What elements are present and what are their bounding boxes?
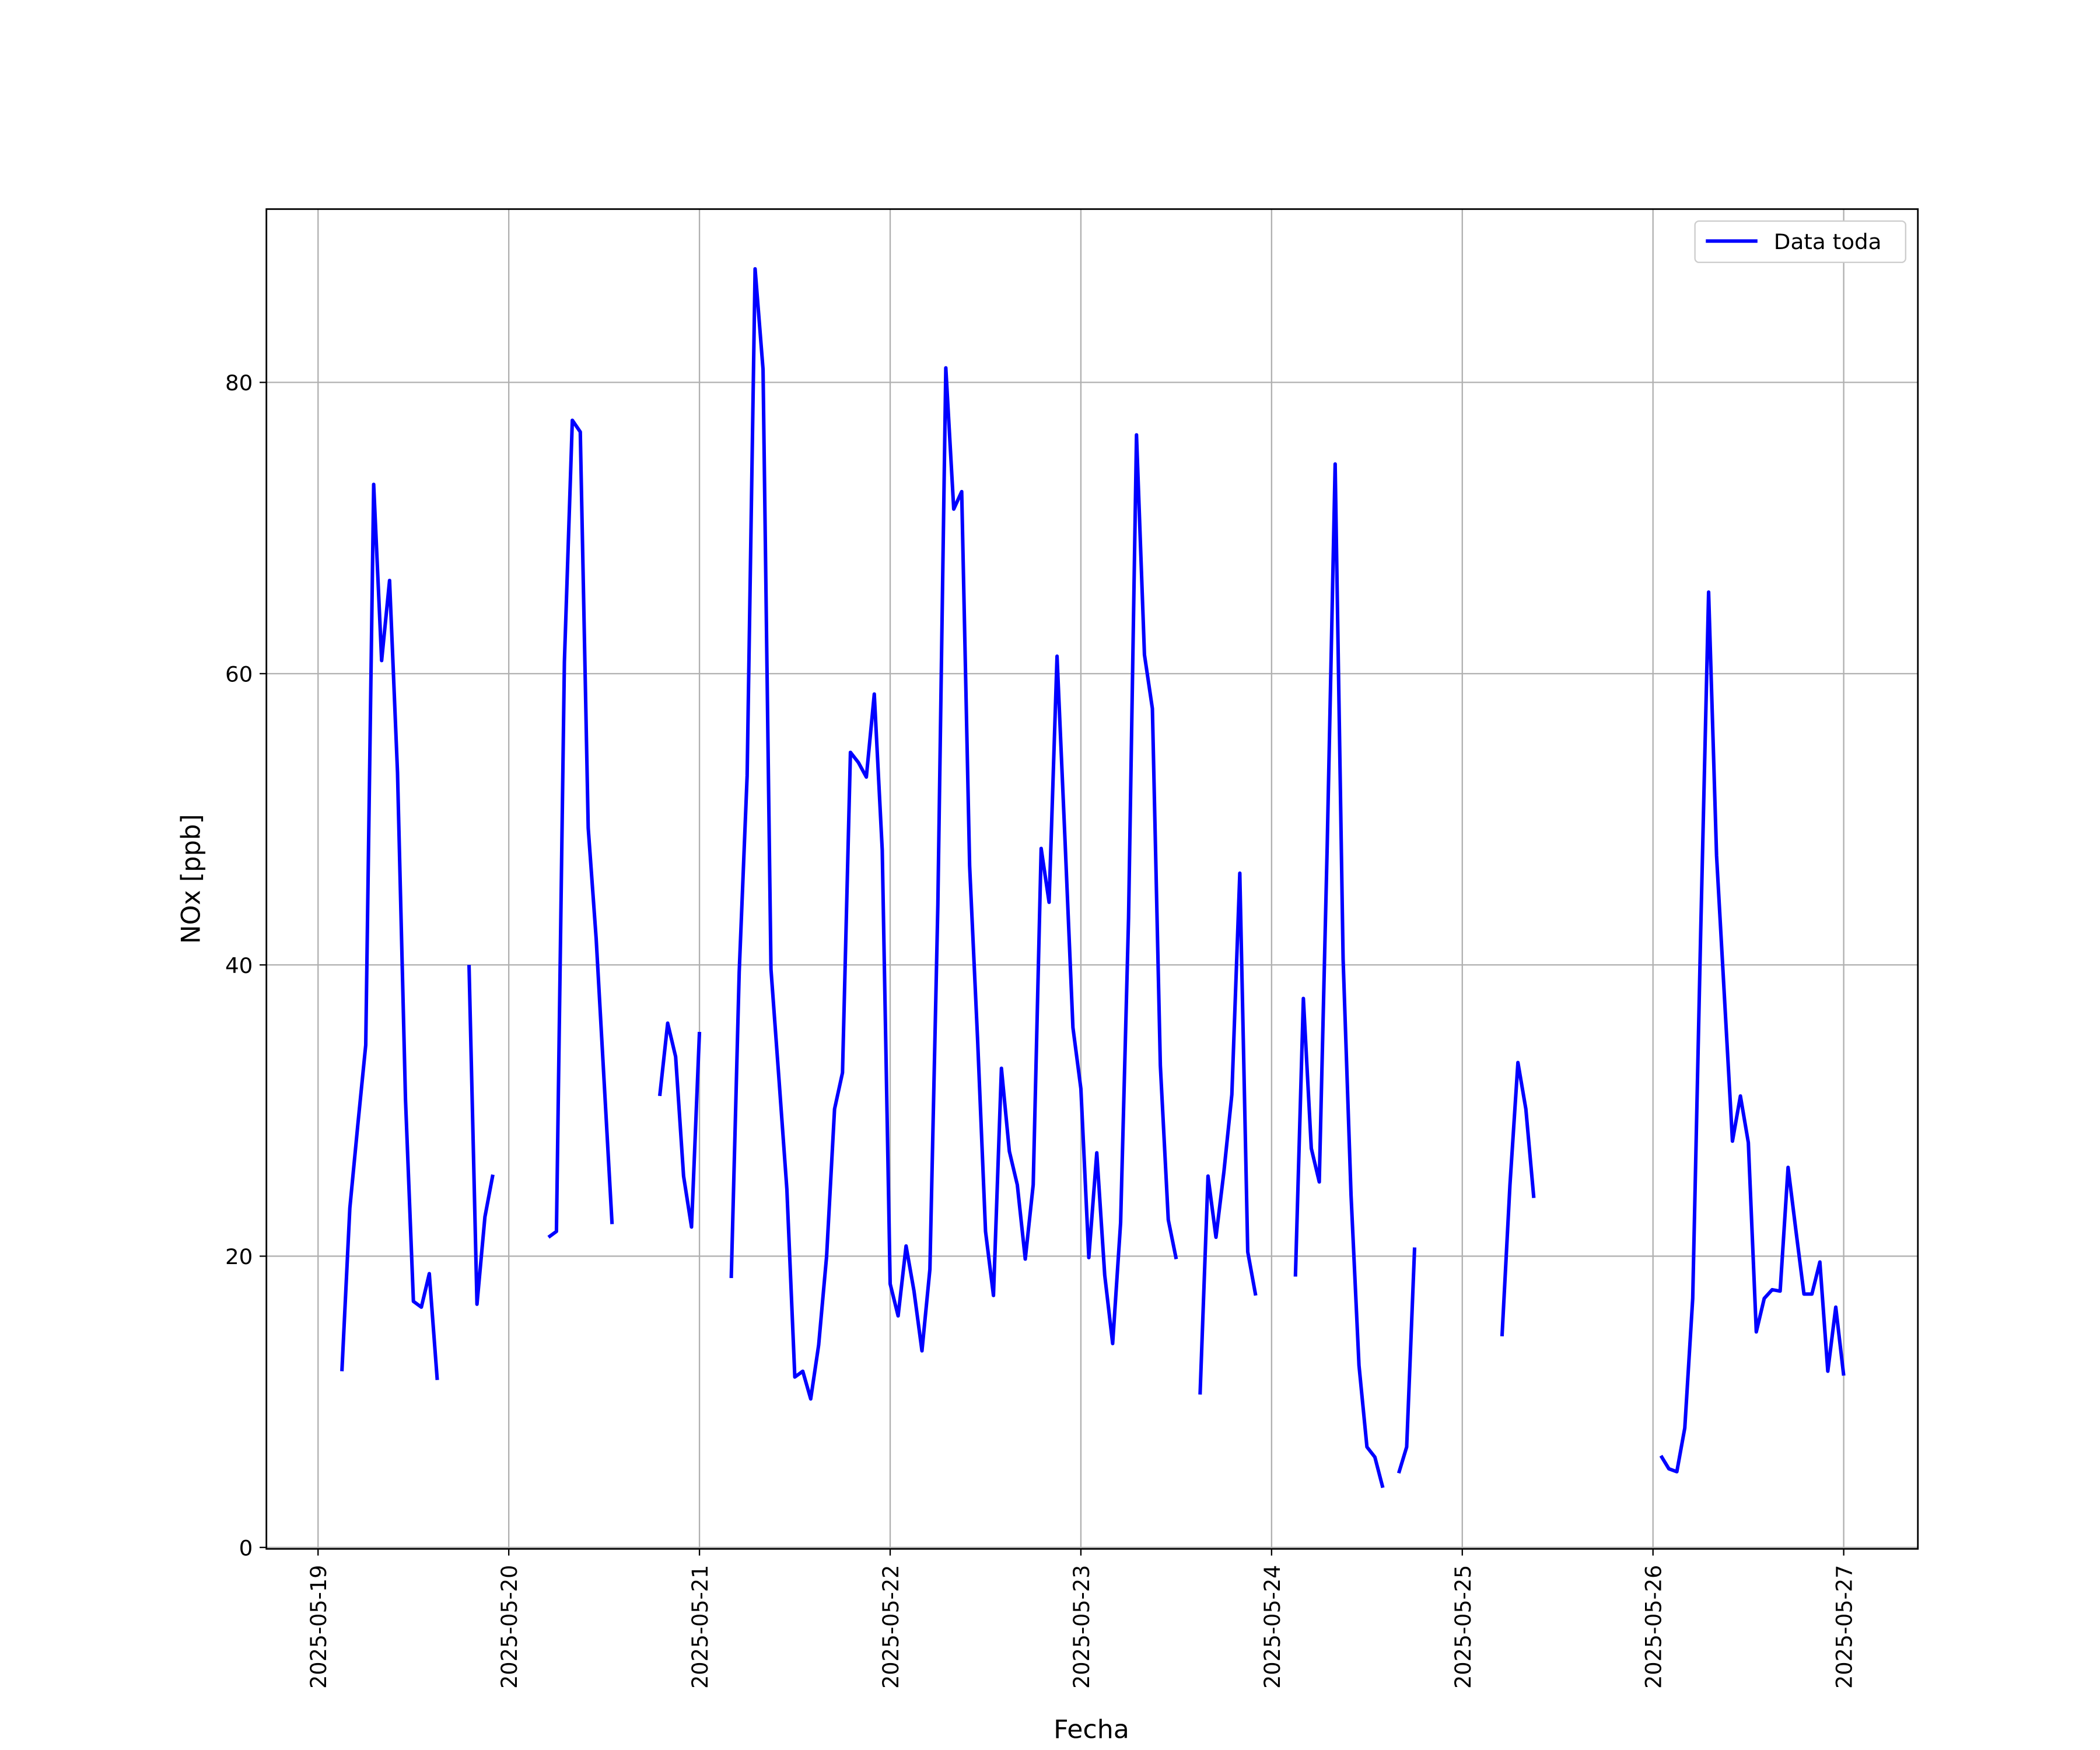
x-tick-label: 2025-05-21 xyxy=(688,1565,713,1689)
x-tick-label: 2025-05-27 xyxy=(1832,1565,1857,1689)
x-tick-label: 2025-05-20 xyxy=(497,1565,522,1689)
y-tick-label: 20 xyxy=(225,1244,253,1269)
legend-box xyxy=(1694,220,1906,263)
x-tick-label: 2025-05-19 xyxy=(306,1565,331,1689)
data-line xyxy=(340,267,1846,1489)
x-tick-label: 2025-05-24 xyxy=(1259,1565,1284,1689)
x-tick-label: 2025-05-23 xyxy=(1069,1565,1094,1689)
x-axis-label: Fecha xyxy=(1054,1715,1129,1744)
x-tick-label: 2025-05-25 xyxy=(1450,1565,1475,1689)
y-tick-label: 60 xyxy=(225,662,253,687)
x-tick-label: 2025-05-22 xyxy=(878,1565,904,1689)
x-tick-label: 2025-05-26 xyxy=(1641,1565,1666,1689)
y-tick-label: 40 xyxy=(225,953,253,978)
y-tick-label: 0 xyxy=(239,1536,253,1561)
legend-label: Data toda xyxy=(1774,229,1882,254)
plot-frame xyxy=(265,208,1919,1550)
y-axis-label: NOx [ppb] xyxy=(176,814,206,944)
y-tick-label: 80 xyxy=(225,371,253,396)
